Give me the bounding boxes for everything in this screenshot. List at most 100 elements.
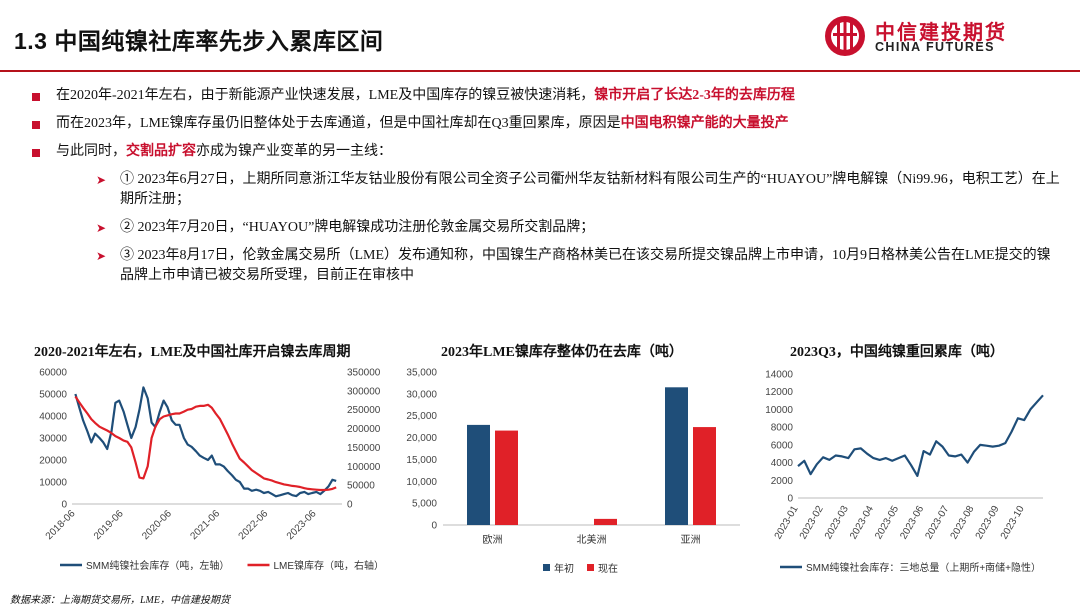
x-tick-label: 2023-07	[923, 504, 951, 542]
legend-label: LME镍库存（吨，右轴）	[274, 559, 385, 572]
bar	[495, 430, 518, 525]
y-left-tick-label: 30000	[39, 434, 67, 445]
x-tick-label: 2023-10	[999, 504, 1027, 542]
chart1-title: 2020-2021年左右，LME及中国社库开启镍去库周期	[34, 345, 351, 360]
y-left-tick-label: 40000	[39, 412, 67, 423]
legend-label: 年初	[554, 562, 574, 575]
legend-swatch	[587, 564, 594, 571]
y-tick-label: 5,000	[412, 499, 437, 510]
bullet-text: 而在2023年，LME镍库存虽仍旧整体处于去库通道，但是中国社库却在Q3重回累库…	[56, 116, 621, 131]
chart1-dual-axis-line: 0 10000 20000 30000 40000 50000 60000 0 50000 100…	[39, 368, 385, 573]
y-left-tick-label: 20000	[39, 456, 67, 467]
x-tick-label: 2023-05	[873, 504, 901, 542]
x-tick-label: 2019-06	[92, 508, 126, 542]
y-tick-label: 2000	[771, 476, 794, 487]
bullet-text: 与此同时，	[56, 144, 126, 159]
y-left-tick-label: 60000	[39, 368, 67, 379]
y-tick-label: 12000	[765, 387, 793, 398]
y-tick-label: 6000	[771, 440, 794, 451]
y-tick-label: 4000	[771, 458, 794, 469]
series-line	[797, 394, 1044, 477]
legend-label: 现在	[598, 563, 618, 575]
y-left-tick-label: 10000	[39, 478, 67, 489]
y-right-tick-label: 350000	[347, 368, 381, 379]
bullet-item: 在2020年-2021年左右，由于新能源产业快速发展，LME及中国库存的镍豆被快…	[30, 86, 1070, 106]
sub-bullet-item: ➤ ③ 2023年8月17日，伦敦金属交易所（LME）发布通知称，中国镍生产商格…	[30, 246, 1070, 286]
y-tick-label: 8000	[771, 423, 794, 434]
arrow-bullet-icon: ➤	[96, 221, 107, 235]
sub-bullet-text: ② 2023年7月20日，“HUAYOU”牌电解镍成功注册伦敦金属交易所交割品牌…	[120, 220, 595, 235]
bar	[665, 387, 688, 525]
x-tick-label: 2023-08	[949, 504, 977, 542]
y-tick-label: 14000	[765, 370, 793, 381]
arrow-bullet-icon: ➤	[96, 173, 107, 187]
y-tick-label: 30,000	[406, 389, 437, 400]
category-label: 欧洲	[483, 534, 503, 546]
y-left-tick-label: 50000	[39, 390, 67, 401]
chart3-line: 020004000600080001000012000140002023-012…	[765, 370, 1044, 574]
bullet-list: 在2020年-2021年左右，由于新能源产业快速发展，LME及中国库存的镍豆被快…	[30, 86, 1070, 294]
x-tick-label: 2023-01	[773, 504, 801, 542]
x-tick-label: 2021-06	[188, 508, 222, 542]
sub-bullet-text: ③ 2023年8月17日，伦敦金属交易所（LME）发布通知称，中国镍生产商格林美…	[120, 248, 1051, 283]
bullet-text: 在2020年-2021年左右，由于新能源产业快速发展，LME及中国库存的镍豆被快…	[56, 88, 595, 103]
y-tick-label: 0	[431, 521, 437, 532]
y-tick-label: 0	[787, 494, 793, 505]
legend-swatch	[543, 564, 550, 571]
y-right-tick-label: 150000	[347, 443, 381, 454]
logo-chinese-name: 中信建投期货	[875, 20, 1007, 44]
legend-label: SMM纯镍社会库存：三地总量（上期所+南储+隐性）	[806, 561, 1041, 574]
x-tick-label: 2023-09	[974, 504, 1002, 542]
sub-bullet-text: ① 2023年6月27日，上期所同意浙江华友钴业股份有限公司全资子公司衢州华友钴…	[120, 172, 1060, 207]
bar	[594, 518, 617, 525]
bullet-square-icon	[32, 93, 40, 101]
category-label: 亚洲	[681, 534, 701, 546]
y-tick-label: 25,000	[406, 411, 437, 422]
bar	[467, 424, 490, 525]
y-left-tick-label: 0	[61, 500, 67, 511]
series-line	[74, 395, 337, 492]
bullet-item: 而在2023年，LME镍库存虽仍旧整体处于去库通道，但是中国社库却在Q3重回累库…	[30, 114, 1070, 134]
y-tick-label: 10,000	[406, 477, 437, 488]
x-tick-label: 2020-06	[140, 508, 174, 542]
y-tick-label: 20,000	[406, 433, 437, 444]
sub-bullet-item: ➤ ① 2023年6月27日，上期所同意浙江华友钴业股份有限公司全资子公司衢州华…	[30, 170, 1070, 210]
sub-bullet-item: ➤ ② 2023年7月20日，“HUAYOU”牌电解镍成功注册伦敦金属交易所交割…	[30, 218, 1070, 238]
y-right-tick-label: 200000	[347, 424, 381, 435]
x-tick-label: 2022-06	[237, 508, 271, 542]
arrow-bullet-icon: ➤	[96, 249, 107, 263]
bullet-highlight: 镍市开启了长达2-3年的去库历程	[594, 88, 795, 103]
y-right-tick-label: 50000	[347, 481, 375, 492]
bullet-highlight: 交割品扩容	[126, 144, 196, 159]
chart2-bar: 0 5,000 10,000 15,000 20,000 25,000 30,000 35,0…	[406, 368, 740, 575]
series-line	[74, 386, 337, 498]
legend-label: SMM纯镍社会库存（吨，左轴）	[86, 559, 229, 572]
bullet-highlight: 中国电积镍产能的大量投产	[620, 116, 789, 131]
bullet-text-tail: 亦成为镍产业变革的另一主线：	[196, 144, 392, 159]
header-divider	[0, 70, 1080, 72]
chart2-title: 2023年LME镍库存整体仍在去库（吨）	[441, 345, 683, 360]
company-logo: 中信建投期货 CHINA FUTURES	[823, 14, 1063, 62]
logo-english-name: CHINA FUTURES	[875, 40, 995, 54]
y-right-tick-label: 250000	[347, 405, 381, 416]
y-tick-label: 35,000	[406, 368, 437, 379]
y-tick-label: 15,000	[406, 455, 437, 466]
y-right-tick-label: 300000	[347, 386, 381, 397]
x-tick-label: 2018-06	[44, 508, 78, 542]
y-right-tick-label: 0	[347, 500, 353, 511]
chart3-title: 2023Q3，中国纯镍重回累库（吨）	[790, 345, 1004, 360]
bullet-square-icon	[32, 121, 40, 129]
category-label: 北美洲	[577, 533, 607, 546]
x-tick-label: 2023-04	[848, 504, 876, 542]
bullet-square-icon	[32, 149, 40, 157]
data-source: 数据来源：上海期货交易所，LME，中信建投期货	[10, 595, 230, 606]
y-right-tick-label: 100000	[347, 462, 381, 473]
x-tick-label: 2023-06	[285, 508, 319, 542]
x-tick-label: 2023-02	[798, 504, 826, 542]
citic-logo-icon	[825, 16, 865, 56]
bullet-item: 与此同时，交割品扩容亦成为镍产业变革的另一主线：	[30, 142, 1070, 162]
y-tick-label: 10000	[765, 405, 793, 416]
bar	[693, 427, 716, 525]
x-tick-label: 2023-06	[898, 504, 926, 542]
page-title: 1.3 中国纯镍社库率先步入累库区间	[14, 28, 384, 54]
